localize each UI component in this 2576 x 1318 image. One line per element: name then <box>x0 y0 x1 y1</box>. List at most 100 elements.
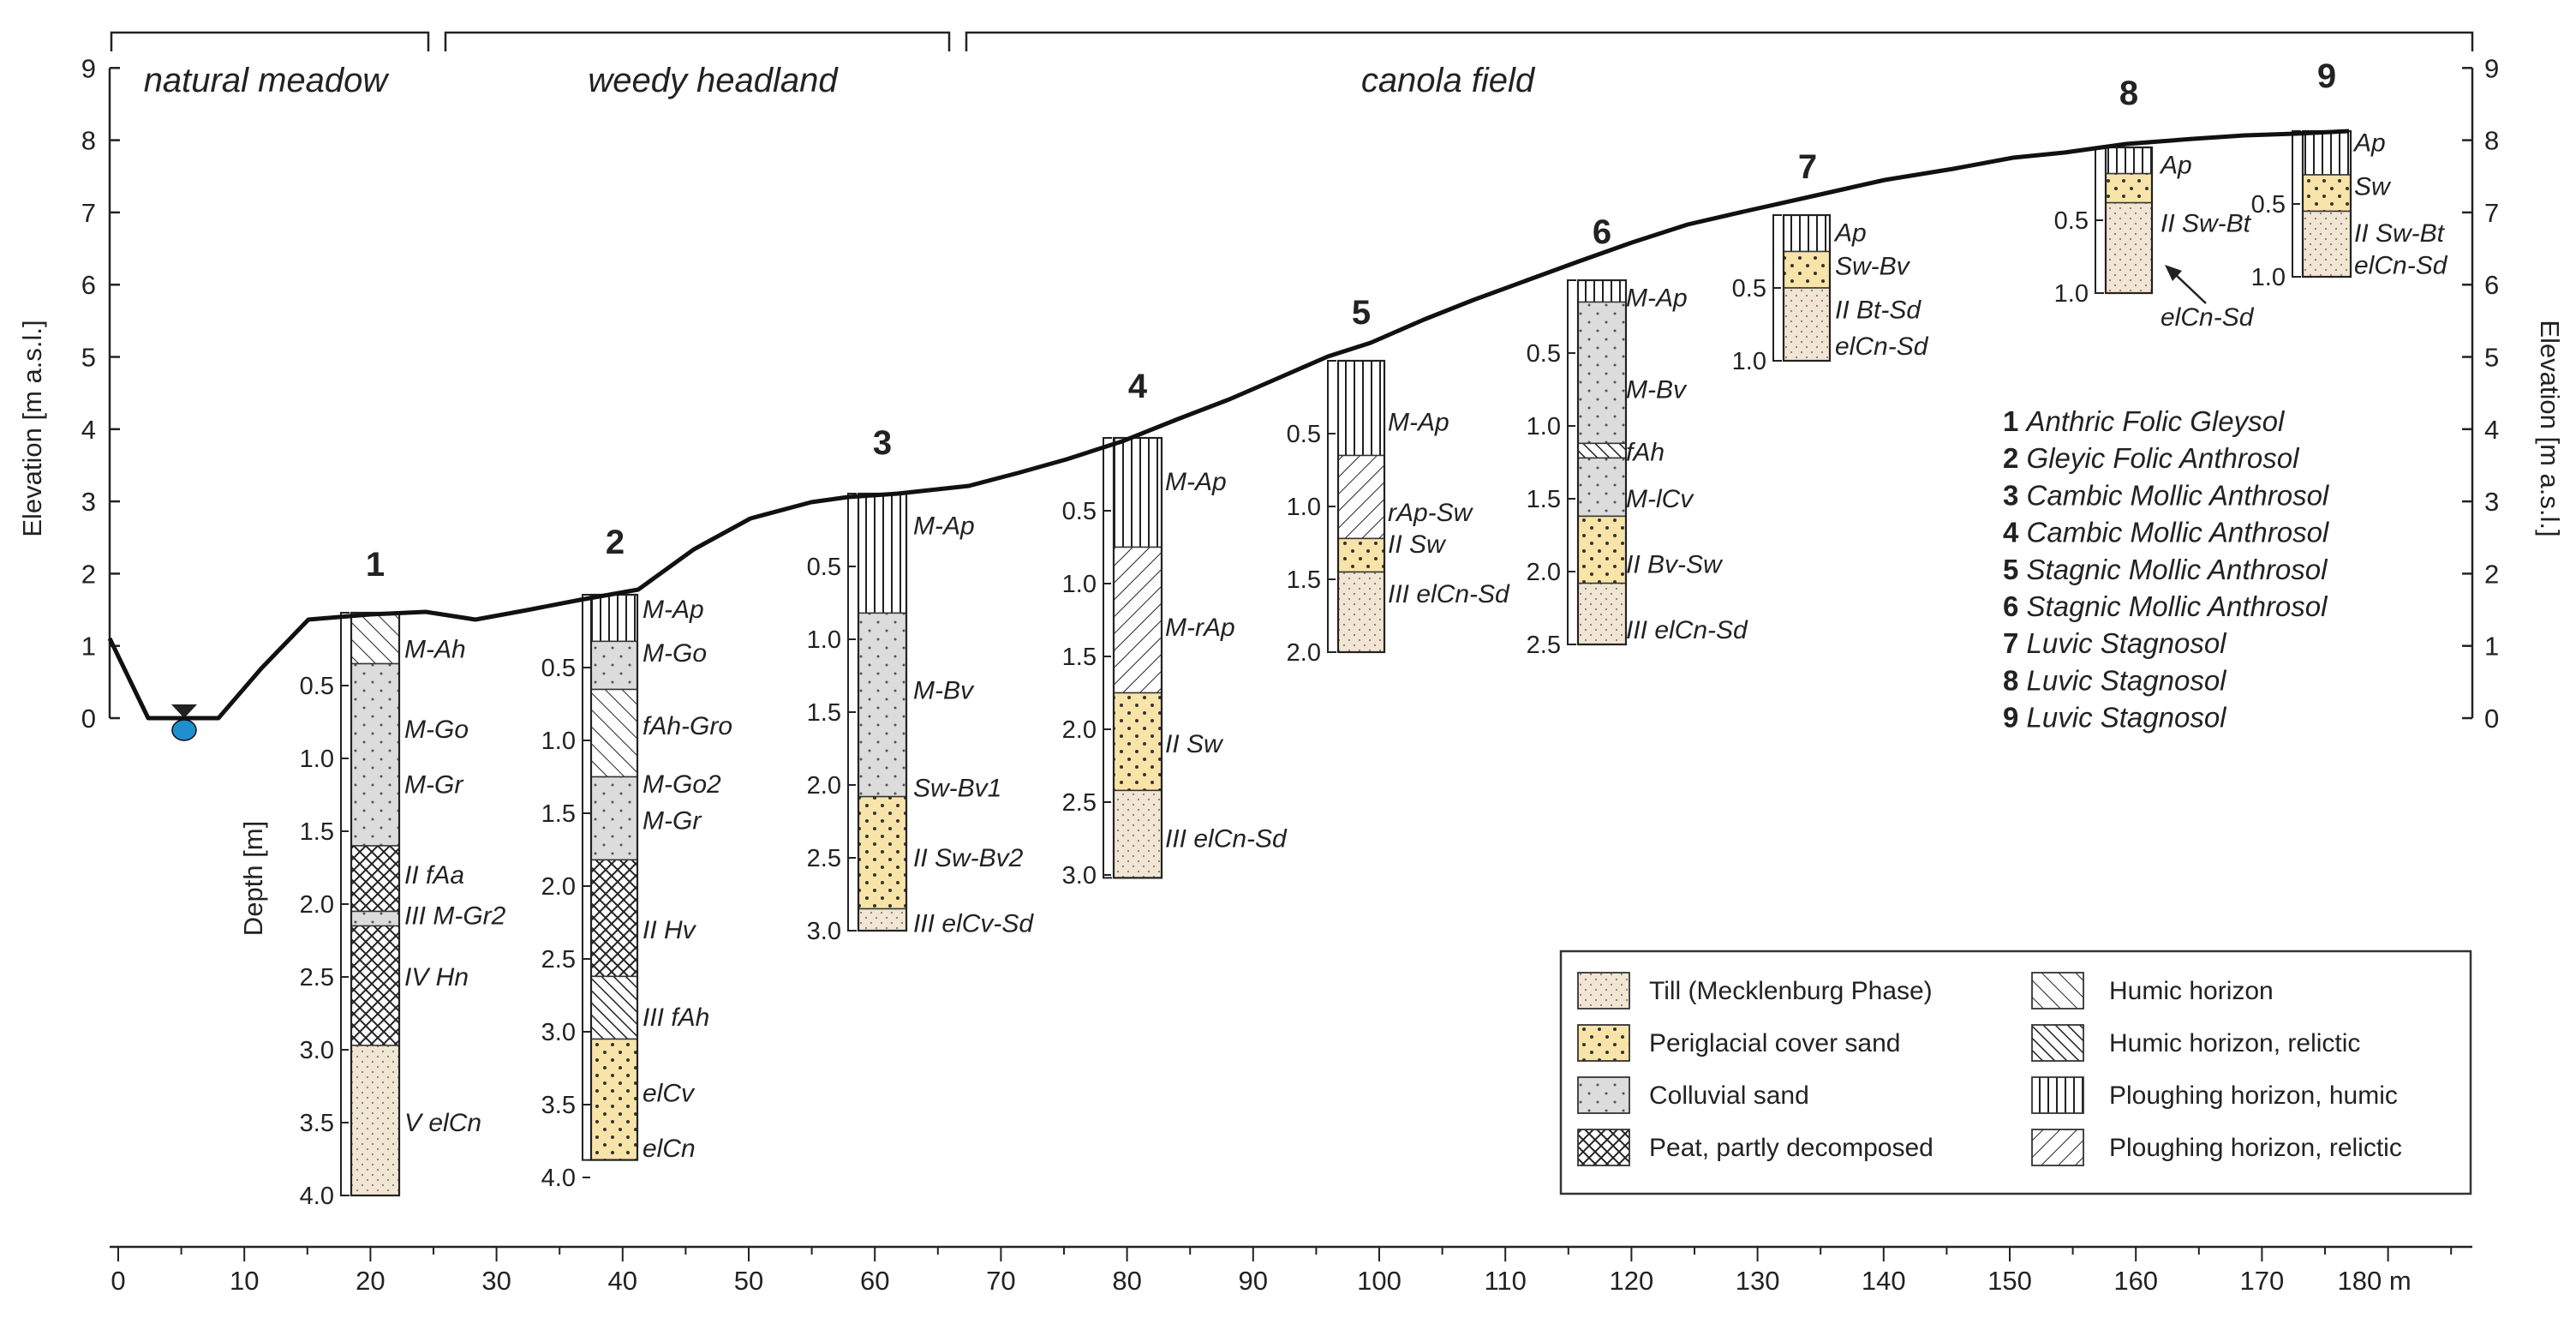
depth-axis-label: Depth [m] <box>238 821 268 936</box>
profile-5-depth-tick: 1.0 <box>1287 494 1321 521</box>
profile-9-depth-tick: 1.0 <box>2251 264 2286 291</box>
soil-profile-7: 0.5 1.0 7 Ap Sw-Bv II Bt-Sd elCn-Sd <box>1732 148 1929 375</box>
soil-type-item: 4 Cambic Mollic Anthrosol <box>2003 517 2330 548</box>
distance-tick: 40 <box>608 1266 637 1296</box>
profile-5-depth-tick: 2.0 <box>1287 639 1321 667</box>
profile-6-layer <box>1577 301 1627 445</box>
zone-canola-field: canola field <box>1361 62 1536 99</box>
profile-4-layer <box>1113 437 1162 548</box>
horizon-label: elCn <box>643 1135 696 1163</box>
profile-1-layer <box>350 1045 400 1196</box>
legend-label: Periglacial cover sand <box>1649 1029 1900 1057</box>
distance-tick: 180 m <box>2338 1266 2412 1296</box>
elevation-tick-right: 1 <box>2484 632 2499 662</box>
profile-8-layer <box>2105 172 2153 204</box>
soil-profile-3: 0.5 1.0 1.5 2.0 2.5 3.0 3 M-Ap M-Bv Sw-Bv1 II Sw-B… <box>807 424 1035 945</box>
elcn-sd-pointer-arrow <box>2165 265 2207 304</box>
profile-1-layer <box>350 910 400 927</box>
elevation-tick-left: 0 <box>81 704 96 734</box>
distance-tick: 110 <box>1484 1266 1526 1296</box>
distance-tick: 50 <box>734 1266 763 1296</box>
profile-6-layer <box>1577 457 1627 518</box>
elevation-tick-left: 3 <box>81 487 96 517</box>
soil-profile-6: 0.5 1.0 1.5 2.0 2.5 6 M-Ap M-Bv fAh M-lCv II Bv-Sw… <box>1527 213 1748 659</box>
legend-frame <box>1559 950 2472 1195</box>
legend-swatch-sand <box>1577 1024 1630 1062</box>
profile-8-layer <box>2105 201 2153 294</box>
profile-number: 8 <box>2119 75 2138 112</box>
profile-5-outline <box>1336 359 1386 654</box>
horizon-label: M-lCv <box>1626 485 1694 513</box>
legend-label: Till (Mecklenburg Phase) <box>1649 977 1933 1005</box>
elevation-tick-right: 8 <box>2484 126 2499 156</box>
profile-5-layer <box>1337 537 1385 573</box>
profile-6-depth-axis <box>1567 279 1576 645</box>
profile-number: 6 <box>1593 213 1611 251</box>
profile-3-depth-tick: 3.0 <box>807 918 841 945</box>
horizon-label: elCn-Sd <box>2161 303 2255 332</box>
distance-tick: 150 <box>1987 1266 2032 1296</box>
horizon-label: II Bv-Sw <box>1626 551 1724 579</box>
water-table-icon <box>171 704 197 741</box>
elevation-tick-right: 9 <box>2484 53 2499 83</box>
horizon-label: Ap <box>2159 151 2192 179</box>
horizon-label: V elCn <box>404 1109 481 1137</box>
soil-profile-4: 0.5 1.0 1.5 2.0 2.5 3.0 4 M-Ap M-rAp II Sw III elC… <box>1062 368 1288 890</box>
horizon-label: M-Bv <box>1626 376 1688 404</box>
profile-4-depth-tick: 2.0 <box>1062 716 1097 744</box>
profile-6-layer <box>1577 582 1627 645</box>
profile-3-depth-tick: 1.5 <box>807 699 841 727</box>
profile-1-layer <box>350 845 400 913</box>
profile-1-depth-tick: 3.0 <box>300 1037 334 1064</box>
distance-tick: 80 <box>1112 1266 1141 1296</box>
elevation-tick-left: 4 <box>81 415 96 445</box>
elevation-tick-right: 0 <box>2484 704 2499 734</box>
horizon-label: M-Gr <box>643 807 702 836</box>
horizon-label: rAp-Sw <box>1388 499 1474 527</box>
legend-swatch-till <box>1577 972 1630 1009</box>
profile-3-layer <box>858 795 907 910</box>
legend-label: Ploughing horizon, humic <box>2109 1081 2398 1110</box>
legend-swatch-humicr <box>2031 1024 2084 1062</box>
profile-4-depth-tick: 2.5 <box>1062 789 1097 817</box>
profile-1-depth-tick: 4.0 <box>300 1183 334 1210</box>
legend-label: Humic horizon, relictic <box>2109 1029 2360 1057</box>
elevation-tick-right: 6 <box>2484 270 2499 300</box>
distance-tick: 20 <box>356 1266 385 1296</box>
profile-8-depth-tick: 1.0 <box>2054 280 2089 308</box>
profile-4-depth-axis <box>1103 437 1112 879</box>
soil-profiles: 0.5 1.0 1.5 2.0 2.5 3.0 3.5 4.0 1 M-Ah M-Go M-Gr II … <box>238 57 2448 1210</box>
distance-tick: 130 <box>1736 1266 1780 1296</box>
profile-4-outline <box>1112 436 1163 879</box>
profile-2-depth-tick: 4.0 <box>541 1165 576 1192</box>
profile-6-depth-tick: 0.5 <box>1527 340 1561 368</box>
horizon-label: III elCn-Sd <box>1626 616 1748 644</box>
distance-tick: 100 <box>1357 1266 1402 1296</box>
profile-6-depth-tick: 1.5 <box>1527 486 1561 513</box>
profile-5-depth-tick: 0.5 <box>1287 421 1321 448</box>
profile-number: 7 <box>1798 148 1817 186</box>
soil-profile-8: 0.5 1.0 8 Ap II Sw-Bt elCn-Sd <box>2054 75 2255 332</box>
soil-type-item: 7 Luvic Stagnosol <box>2003 627 2227 659</box>
profile-2-depth-tick: 3.0 <box>541 1019 576 1046</box>
profile-7-depth-tick: 0.5 <box>1732 275 1766 303</box>
profile-9-layer <box>2302 174 2352 213</box>
profile-number: 5 <box>1352 294 1371 332</box>
soil-type-list: 1 Anthric Folic Gleysol 2 Gleyic Folic An… <box>2003 405 2330 734</box>
elevation-tick-right: 4 <box>2484 415 2499 445</box>
legend-swatch-peat <box>1577 1129 1630 1166</box>
elevation-tick-left: 2 <box>81 559 96 589</box>
profile-6-depth-tick: 2.0 <box>1527 559 1561 586</box>
soil-type-item: 6 Stagnic Mollic Anthrosol <box>2003 590 2328 622</box>
profile-2-layer <box>590 688 638 778</box>
horizon-label: II Sw-Bv2 <box>913 844 1024 872</box>
profile-2-depth-tick: 0.5 <box>541 655 576 682</box>
profile-3-depth-tick: 1.0 <box>807 626 841 654</box>
profile-2-layer <box>590 859 638 978</box>
horizon-label: III fAh <box>643 1003 709 1032</box>
legend-swatch-coll <box>1577 1076 1630 1114</box>
terrain-surface-line <box>107 129 2350 721</box>
horizon-label: II Sw-Bt <box>2161 209 2252 237</box>
profile-2-layer <box>590 640 638 691</box>
